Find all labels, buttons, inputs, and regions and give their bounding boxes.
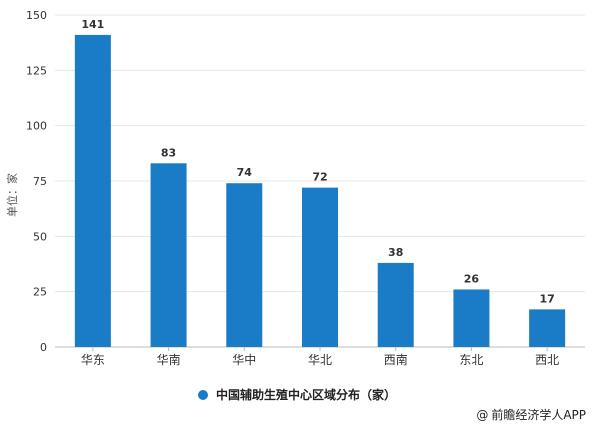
bar	[377, 262, 414, 347]
bar	[529, 309, 566, 347]
y-axis-label: 单位：家	[5, 173, 19, 217]
data-label: 141	[81, 18, 104, 31]
legend: 中国辅助生殖中心区域分布（家）	[0, 386, 594, 403]
y-tick-label: 25	[33, 286, 47, 299]
bar	[302, 187, 338, 347]
y-tick-label: 150	[26, 9, 47, 22]
footer-text: 前瞻经济学人APP	[491, 408, 586, 422]
x-tick-label: 西北	[535, 353, 559, 367]
bar	[453, 289, 490, 347]
y-tick-label: 75	[33, 175, 47, 188]
data-label: 38	[388, 246, 403, 259]
y-tick-label: 50	[33, 230, 47, 243]
bar	[150, 163, 187, 347]
x-tick-label: 东北	[459, 353, 483, 367]
data-label: 17	[539, 292, 554, 305]
y-tick-label: 0	[40, 341, 47, 354]
data-label: 72	[312, 171, 327, 184]
bar	[226, 183, 263, 347]
footer: @ 前瞻经济学人APP	[476, 406, 586, 423]
y-tick-label: 100	[26, 120, 47, 133]
legend-marker	[197, 390, 208, 400]
data-label: 26	[464, 272, 480, 285]
data-label: 74	[237, 166, 253, 179]
x-tick-label: 华南	[157, 352, 181, 367]
x-tick-label: 华中	[232, 352, 256, 367]
at-sign-icon: @	[476, 408, 489, 422]
x-tick-label: 华北	[308, 353, 332, 367]
y-tick-label: 125	[26, 64, 47, 77]
data-label: 83	[161, 146, 176, 159]
x-tick-label: 西南	[384, 352, 408, 367]
x-tick-label: 华东	[81, 353, 105, 367]
legend-label: 中国辅助生殖中心区域分布（家）	[215, 388, 396, 402]
bar	[74, 34, 111, 348]
